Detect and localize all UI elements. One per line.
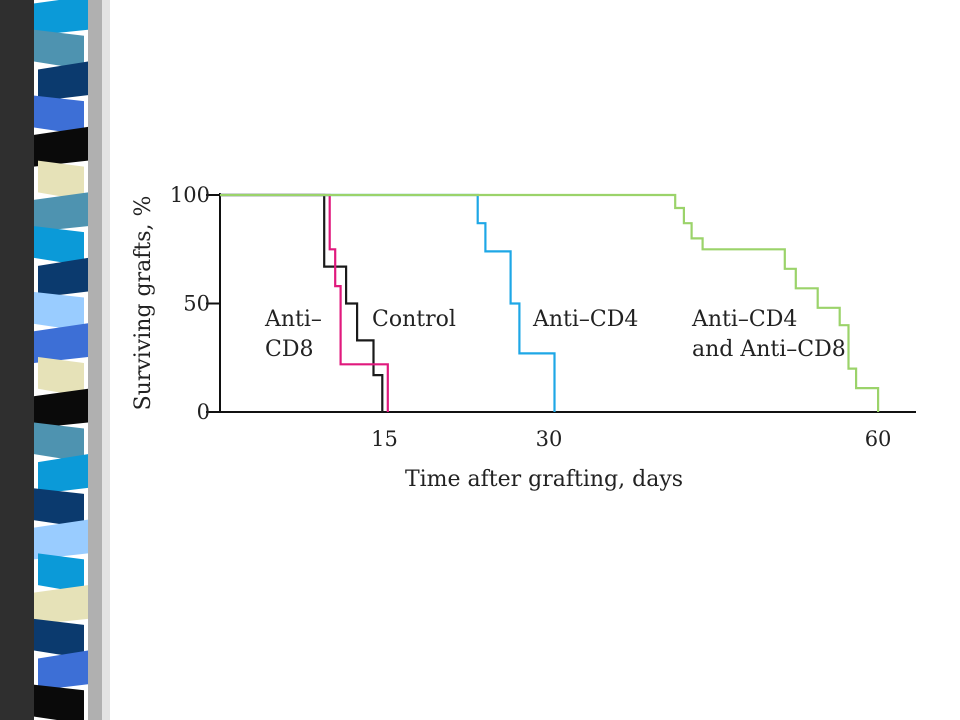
strip-block: [30, 0, 88, 36]
strip-block: [34, 226, 84, 266]
series-label-1: Anti–: [264, 307, 322, 332]
chart-labels-layer: Control Anti– CD8 Anti–CD4 Anti–CD4 and Anti–…: [264, 307, 846, 362]
strip-shadow-left: [0, 0, 34, 720]
strip-block: [30, 192, 88, 233]
series-line-2: [220, 193, 556, 412]
strip-block: [38, 454, 88, 494]
series-line-3: [220, 193, 880, 412]
strip-block: [38, 61, 88, 102]
y-axis-title: Surviving grafts, %: [131, 196, 156, 411]
series-label-2: Anti–CD4: [532, 307, 638, 332]
strip-block: [34, 29, 84, 70]
strip-shadow-right: [88, 0, 102, 720]
x-tick-label: 15: [371, 427, 398, 451]
strip-block: [30, 684, 84, 720]
series-label-3: and Anti–CD8: [692, 337, 846, 362]
strip-block: [38, 553, 84, 594]
strip-block: [30, 388, 88, 429]
series-label-1: CD8: [265, 337, 313, 362]
strip-block: [34, 519, 88, 560]
strip-block: [30, 585, 88, 625]
strip-block: [34, 422, 84, 463]
x-tick-label: 60: [865, 427, 892, 451]
series-line-1: [220, 193, 389, 412]
chart-series-layer: [220, 193, 880, 412]
strip-block: [30, 487, 84, 528]
y-tick-label: 0: [197, 400, 210, 424]
strip-block: [34, 618, 84, 659]
chart-axes: 0 50 100 15 30 60 Time after grafting, days Sur…: [131, 183, 916, 492]
series-line-0: [220, 193, 384, 412]
strip-block: [38, 650, 88, 691]
series-label-0: Control: [372, 307, 456, 332]
strip-block: [30, 95, 84, 135]
strip-block: [38, 257, 88, 298]
strip-block: [34, 323, 88, 363]
x-tick-label: 30: [536, 427, 563, 451]
strip-fade: [102, 0, 110, 720]
x-axis-title: Time after grafting, days: [405, 467, 683, 492]
y-tick-label: 100: [170, 183, 210, 207]
strip-block: [30, 291, 84, 332]
strip-block: [38, 160, 84, 201]
series-label-3: Anti–CD4: [691, 307, 797, 332]
strip-block: [38, 357, 84, 397]
decorative-side-strip: [0, 0, 110, 720]
strip-block: [34, 126, 88, 167]
y-tick-label: 50: [183, 292, 210, 316]
